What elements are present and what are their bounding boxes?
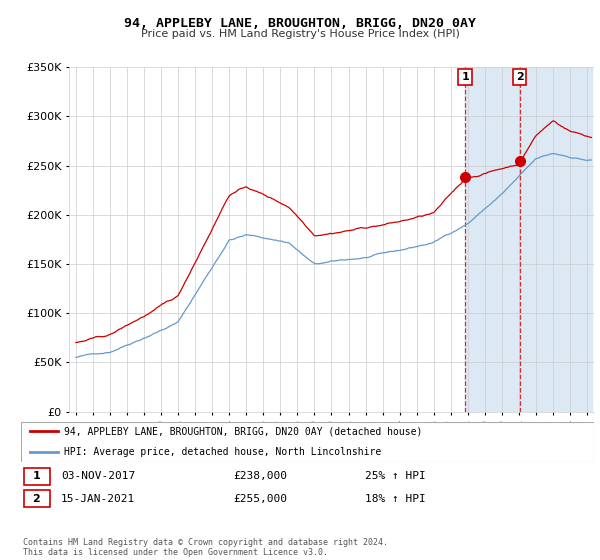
Bar [520,67,592,412]
Text: £255,000: £255,000 [233,494,287,503]
Bar [24,468,50,484]
Bar [24,491,50,507]
Text: 2: 2 [516,72,524,82]
Text: 03-NOV-2017: 03-NOV-2017 [61,472,136,481]
Text: 25% ↑ HPI: 25% ↑ HPI [365,472,425,481]
Text: Price paid vs. HM Land Registry's House Price Index (HPI): Price paid vs. HM Land Registry's House … [140,29,460,39]
Text: Contains HM Land Registry data © Crown copyright and database right 2024.
This d: Contains HM Land Registry data © Crown c… [23,538,388,557]
Text: 94, APPLEBY LANE, BROUGHTON, BRIGG, DN20 0AY (detached house): 94, APPLEBY LANE, BROUGHTON, BRIGG, DN20… [64,426,422,436]
Text: 18% ↑ HPI: 18% ↑ HPI [365,494,425,503]
Text: HPI: Average price, detached house, North Lincolnshire: HPI: Average price, detached house, Nort… [64,446,381,456]
Text: 1: 1 [461,72,469,82]
Text: 2: 2 [32,494,40,503]
Text: 15-JAN-2021: 15-JAN-2021 [61,494,136,503]
Text: 1: 1 [32,472,40,481]
Bar [465,67,520,412]
Text: 94, APPLEBY LANE, BROUGHTON, BRIGG, DN20 0AY: 94, APPLEBY LANE, BROUGHTON, BRIGG, DN20… [124,17,476,30]
Text: £238,000: £238,000 [233,472,287,481]
